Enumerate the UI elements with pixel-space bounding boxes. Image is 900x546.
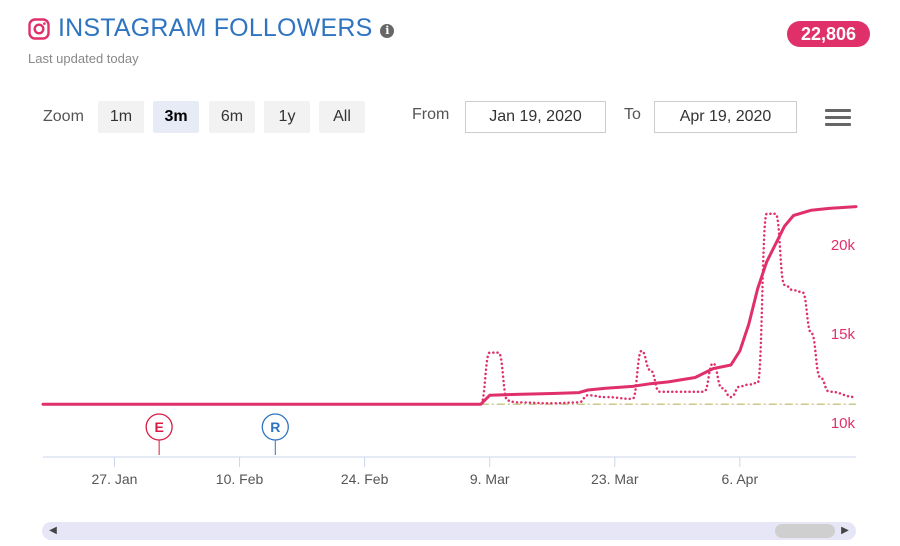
hamburger-icon[interactable] [822, 105, 854, 133]
event-flag-e[interactable]: E [145, 413, 173, 455]
chart-title: INSTAGRAM FOLLOWERS i [28, 14, 395, 43]
info-icon[interactable]: i [380, 24, 395, 38]
follower-count-badge: 22,806 [786, 21, 870, 47]
to-label: To [624, 106, 641, 123]
zoom-3m-button[interactable]: 3m [153, 101, 199, 133]
title-text: INSTAGRAM FOLLOWERS [58, 14, 373, 42]
zoom-1y-button[interactable]: 1y [264, 101, 310, 133]
from-label: From [412, 106, 450, 123]
zoom-1m-button[interactable]: 1m [98, 101, 144, 133]
flag-label: R [270, 419, 280, 435]
x-tick-label: 10. Feb [216, 471, 264, 487]
zoom-6m-button[interactable]: 6m [209, 101, 255, 133]
from-date-input[interactable] [465, 101, 606, 133]
zoom-label: Zoom [43, 108, 84, 125]
x-tick-label: 9. Mar [470, 471, 510, 487]
arrow-right-icon[interactable]: ▶ [841, 525, 849, 536]
arrow-left-icon[interactable]: ◀ [49, 525, 57, 536]
x-tick-label: 24. Feb [341, 471, 389, 487]
x-tick-label: 27. Jan [92, 471, 138, 487]
navigator-thumb[interactable] [775, 524, 835, 538]
flag-label: E [154, 419, 163, 435]
last-updated: Last updated today [28, 51, 139, 66]
x-tick-label: 23. Mar [591, 471, 639, 487]
navigator-scrollbar[interactable]: ◀ ▶ [42, 522, 856, 540]
instagram-icon [28, 17, 50, 40]
y-tick-label: 20k [831, 237, 856, 254]
y-tick-label: 10k [831, 415, 856, 432]
y-tick-label: 15k [831, 326, 856, 343]
dotted-series-line [41, 212, 858, 406]
to-date-input[interactable] [654, 101, 797, 133]
event-flag-r[interactable]: R [261, 413, 289, 455]
x-tick-label: 6. Apr [722, 471, 759, 487]
zoom-all-button[interactable]: All [319, 101, 365, 133]
solid-series-line [41, 205, 858, 406]
